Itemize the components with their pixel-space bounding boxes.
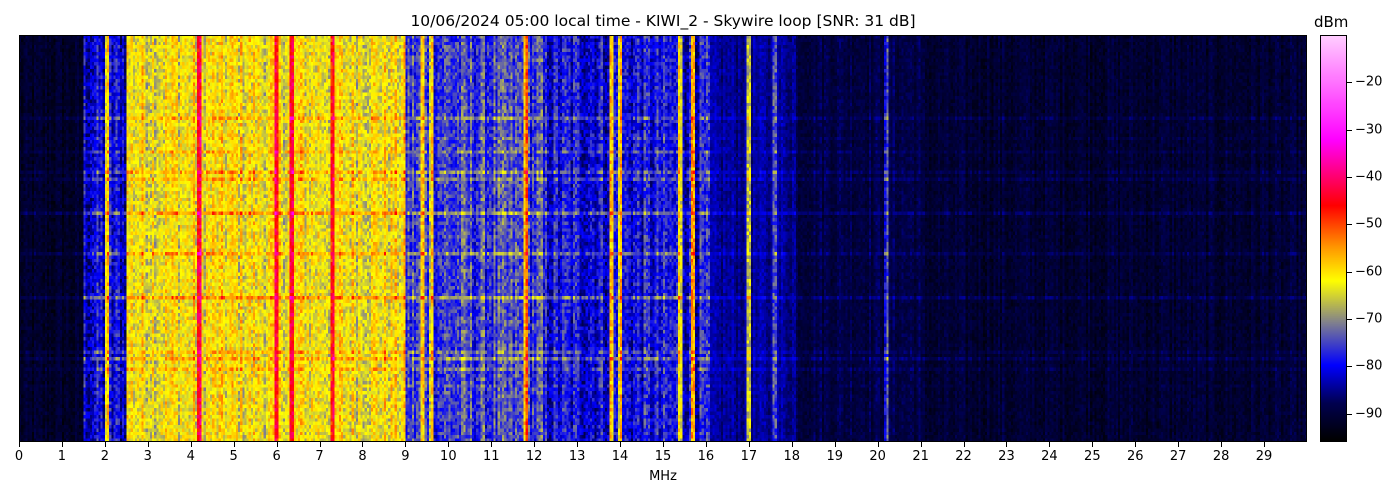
colorbar-tick-label: −90 (1355, 406, 1383, 422)
x-tick (791, 442, 793, 447)
colorbar-tick-label: −30 (1355, 122, 1383, 138)
x-tick (1049, 442, 1051, 447)
x-tick-label: 29 (1255, 449, 1273, 464)
x-tick (61, 442, 63, 447)
colorbar-label: dBm (1314, 13, 1349, 31)
x-tick (877, 442, 879, 447)
x-tick-label: 23 (998, 449, 1015, 464)
x-tick-label: 20 (869, 449, 886, 464)
x-tick-label: 11 (482, 449, 500, 464)
x-tick-label: 8 (358, 449, 367, 464)
colorbar-tick-label: −20 (1355, 74, 1383, 90)
x-tick (1135, 442, 1137, 447)
x-tick-label: 26 (1126, 449, 1144, 464)
x-tick-label: 24 (1041, 449, 1058, 464)
x-tick-label: 16 (697, 449, 715, 464)
x-tick-label: 19 (826, 449, 843, 464)
x-tick (534, 442, 536, 447)
x-tick-label: 15 (654, 449, 672, 464)
x-tick (362, 442, 364, 447)
x-tick (1178, 442, 1180, 447)
x-tick-label: 25 (1084, 449, 1101, 464)
x-tick-label: 22 (955, 449, 972, 464)
x-tick-label: 1 (57, 449, 67, 464)
colorbar-tick-label: −50 (1355, 216, 1383, 232)
x-tick-label: 4 (186, 449, 195, 464)
x-tick-label: 21 (912, 449, 929, 464)
x-tick (405, 442, 407, 447)
colorbar-tick (1347, 82, 1352, 84)
x-tick (448, 442, 450, 447)
x-tick (663, 442, 664, 447)
colorbar-tick (1347, 224, 1352, 226)
colorbar-tick (1347, 318, 1352, 320)
x-tick (963, 442, 965, 447)
x-tick (233, 442, 235, 447)
x-tick-label: 27 (1169, 449, 1187, 464)
x-tick (1006, 442, 1008, 447)
x-tick (834, 442, 836, 447)
x-tick-label: 6 (272, 449, 281, 464)
x-tick (577, 442, 579, 447)
x-tick-label: 28 (1212, 449, 1230, 464)
x-tick (1221, 442, 1223, 447)
x-tick-label: 18 (783, 449, 801, 464)
x-tick (190, 442, 192, 447)
spectrogram-heatmap (19, 35, 1307, 442)
x-tick-label: 14 (611, 449, 629, 464)
x-tick (748, 442, 750, 447)
x-tick (319, 442, 321, 447)
colorbar-tick (1347, 413, 1352, 415)
x-tick-label: 5 (229, 449, 238, 464)
x-tick-label: 13 (568, 449, 586, 464)
x-tick-label: 0 (14, 449, 24, 464)
colorbar-tick-label: −40 (1355, 169, 1383, 185)
x-tick-label: 9 (401, 449, 410, 464)
colorbar-tick (1347, 176, 1352, 178)
x-tick (1092, 442, 1094, 447)
x-tick-label: 3 (143, 449, 152, 464)
x-tick-label: 7 (315, 449, 324, 464)
x-tick-label: 12 (525, 449, 543, 464)
x-tick (19, 442, 20, 447)
x-tick-label: 2 (100, 449, 109, 464)
x-tick (705, 442, 707, 447)
x-tick (1264, 442, 1266, 447)
x-tick-label: 17 (740, 449, 758, 464)
colorbar-tick-label: −70 (1355, 311, 1383, 327)
colorbar-tick-label: −60 (1355, 264, 1383, 280)
colorbar-tick (1347, 271, 1352, 273)
x-tick (104, 442, 106, 447)
colorbar (1320, 35, 1347, 442)
x-tick (147, 442, 149, 447)
x-tick (620, 442, 622, 447)
x-tick (276, 442, 278, 447)
x-tick (920, 442, 922, 447)
chart-title: 10/06/2024 05:00 local time - KIWI_2 - S… (410, 12, 916, 30)
colorbar-tick-label: −80 (1355, 358, 1383, 374)
x-axis-label: MHz (649, 469, 677, 484)
colorbar-tick (1347, 129, 1352, 131)
x-tick-label: 10 (440, 449, 457, 464)
x-tick (491, 442, 493, 447)
colorbar-tick (1347, 366, 1352, 368)
plot-frame (19, 35, 1307, 442)
